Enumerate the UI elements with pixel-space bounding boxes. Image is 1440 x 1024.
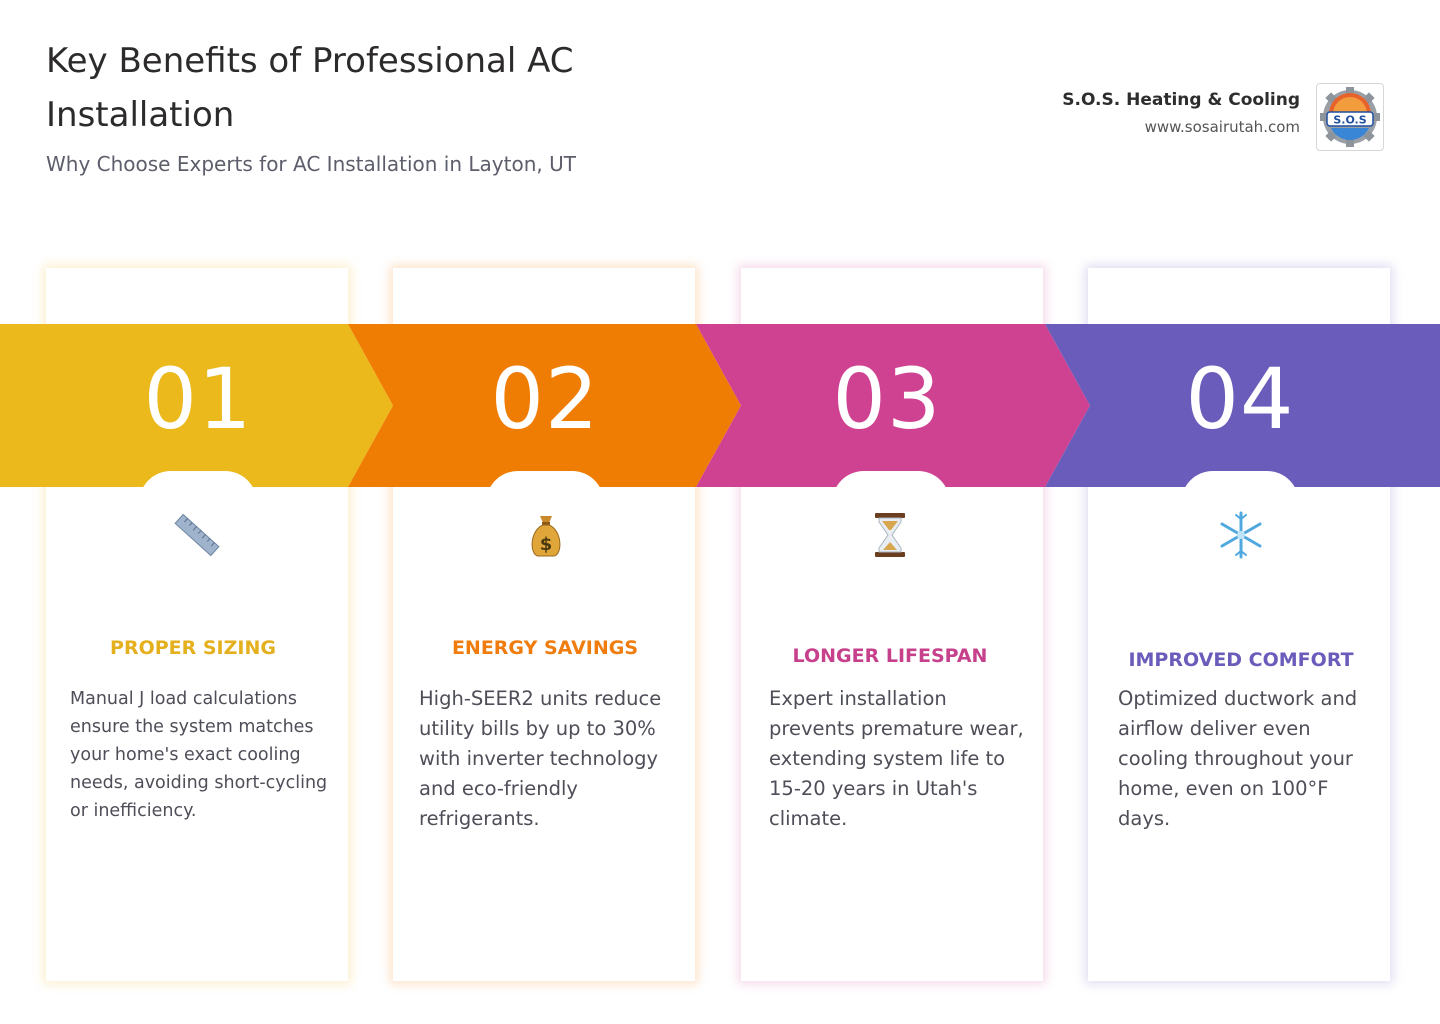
- gear-logo-icon: S.O.S: [1320, 87, 1380, 147]
- brand-name: S.O.S. Heating & Cooling: [1062, 90, 1300, 110]
- page-subtitle: Why Choose Experts for AC Installation i…: [46, 152, 576, 176]
- icon-circle: [832, 471, 950, 503]
- card-title: ENERGY SAVINGS: [451, 637, 639, 659]
- step-number: 03: [832, 350, 942, 448]
- icon-circle: [139, 471, 257, 503]
- card-title: LONGER LIFESPAN: [792, 645, 988, 667]
- icon-circle: [486, 471, 604, 503]
- step-number: 04: [1185, 350, 1295, 448]
- brand-block: S.O.S. Heating & Cooling www.sosairutah.…: [1062, 90, 1300, 136]
- card-body: High-SEER2 units reduce utility bills by…: [419, 687, 662, 830]
- step-4-arrow: [1045, 324, 1440, 487]
- card-title: PROPER SIZING: [110, 637, 276, 659]
- step-2-arrow: [348, 324, 741, 487]
- step-1-arrow: [0, 324, 393, 487]
- money-bag-icon: $: [516, 510, 576, 560]
- card-body: Manual J load calculations ensure the sy…: [70, 689, 328, 821]
- card-body: Expert installation prevents premature w…: [769, 687, 1024, 830]
- brand-logo: S.O.S: [1316, 83, 1384, 151]
- step-arrow-band: [0, 324, 1440, 487]
- page-title: Key Benefits of Professional AC Installa…: [46, 41, 574, 135]
- card-body: Optimized ductwork and airflow deliver e…: [1118, 687, 1358, 830]
- step-number: 01: [143, 350, 253, 448]
- ruler-icon: [167, 510, 227, 560]
- brand-url[interactable]: www.sosairutah.com: [1144, 118, 1300, 136]
- svg-text:$: $: [540, 534, 553, 555]
- card-title: IMPROVED COMFORT: [1128, 649, 1354, 671]
- snowflake-icon: [1211, 510, 1271, 560]
- logo-text: S.O.S: [1333, 114, 1366, 127]
- step-number: 02: [490, 350, 600, 448]
- step-3-arrow: [696, 324, 1090, 487]
- hourglass-icon: [860, 510, 920, 560]
- icon-circle: [1181, 471, 1299, 503]
